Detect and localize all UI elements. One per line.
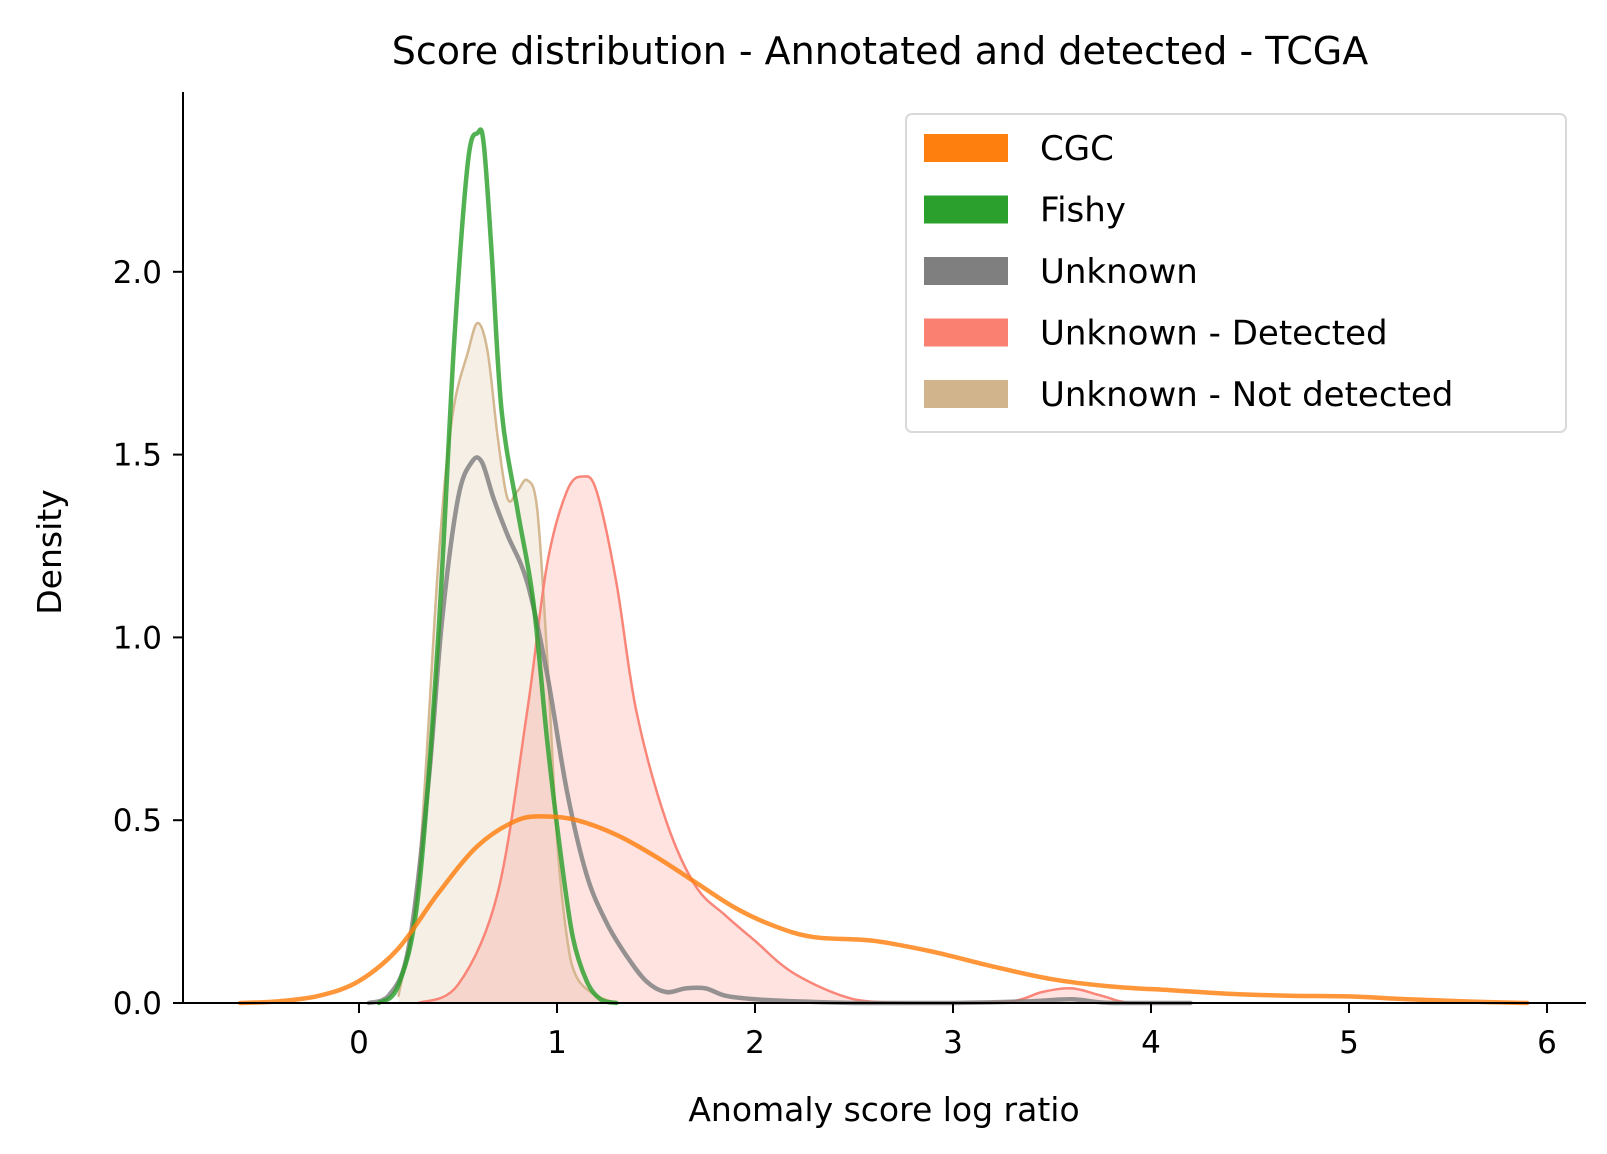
x-axis-label: Anomaly score log ratio [688, 1090, 1079, 1129]
y-tick-label: 2.0 [113, 255, 162, 291]
series-line-cgc [237, 814, 1530, 1006]
y-tick-label: 1.0 [113, 620, 162, 656]
x-tick-label: 2 [745, 1025, 765, 1061]
legend-label-fishy: Fishy [1040, 191, 1126, 231]
legend-label-unknown-detected: Unknown - Detected [1040, 314, 1388, 354]
x-tick-label: 0 [349, 1025, 369, 1061]
series-fill-unknown-detected [418, 476, 1191, 1003]
legend: CGC Fishy Unknown Unknown - Detected Unknown… [905, 113, 1567, 433]
x-tick-label: 3 [943, 1025, 963, 1061]
legend-swatch-cgc [924, 134, 1008, 162]
legend-swatch-unknown [924, 257, 1008, 285]
y-tick-label: 0.0 [113, 986, 162, 1022]
legend-swatch-fishy [924, 195, 1008, 224]
series-fill-unknown-not-detected [398, 323, 617, 1003]
series-line-unknown-not-detected [397, 321, 618, 1005]
y-axis-label: Density [30, 489, 69, 614]
series-line-unknown-detected [417, 475, 1192, 1005]
x-tick-label: 6 [1537, 1025, 1557, 1061]
chart-title: Score distribution - Annotated and detec… [392, 29, 1368, 73]
legend-items: CGC Fishy Unknown Unknown - Detected Unknown… [924, 129, 1453, 415]
y-ticks: 0.0 0.5 1.0 1.5 2.0 [113, 255, 183, 1022]
x-tick-label: 5 [1339, 1025, 1359, 1061]
legend-label-unknown-not-detected: Unknown - Not detected [1040, 375, 1453, 415]
y-tick-label: 0.5 [113, 803, 162, 839]
legend-swatch-unknown-detected [924, 318, 1008, 347]
legend-label-cgc: CGC [1040, 129, 1114, 169]
axes [182, 92, 1586, 1004]
x-ticks: 0 1 2 3 4 5 6 [349, 1003, 1557, 1061]
legend-frame [905, 113, 1567, 433]
x-tick-label: 4 [1141, 1025, 1161, 1061]
series-line-fishy [376, 127, 619, 1006]
y-tick-label: 1.5 [113, 438, 162, 474]
legend-swatch-unknown-not-detected [924, 380, 1008, 408]
x-tick-label: 1 [547, 1025, 567, 1061]
legend-label-unknown: Unknown [1040, 252, 1198, 292]
